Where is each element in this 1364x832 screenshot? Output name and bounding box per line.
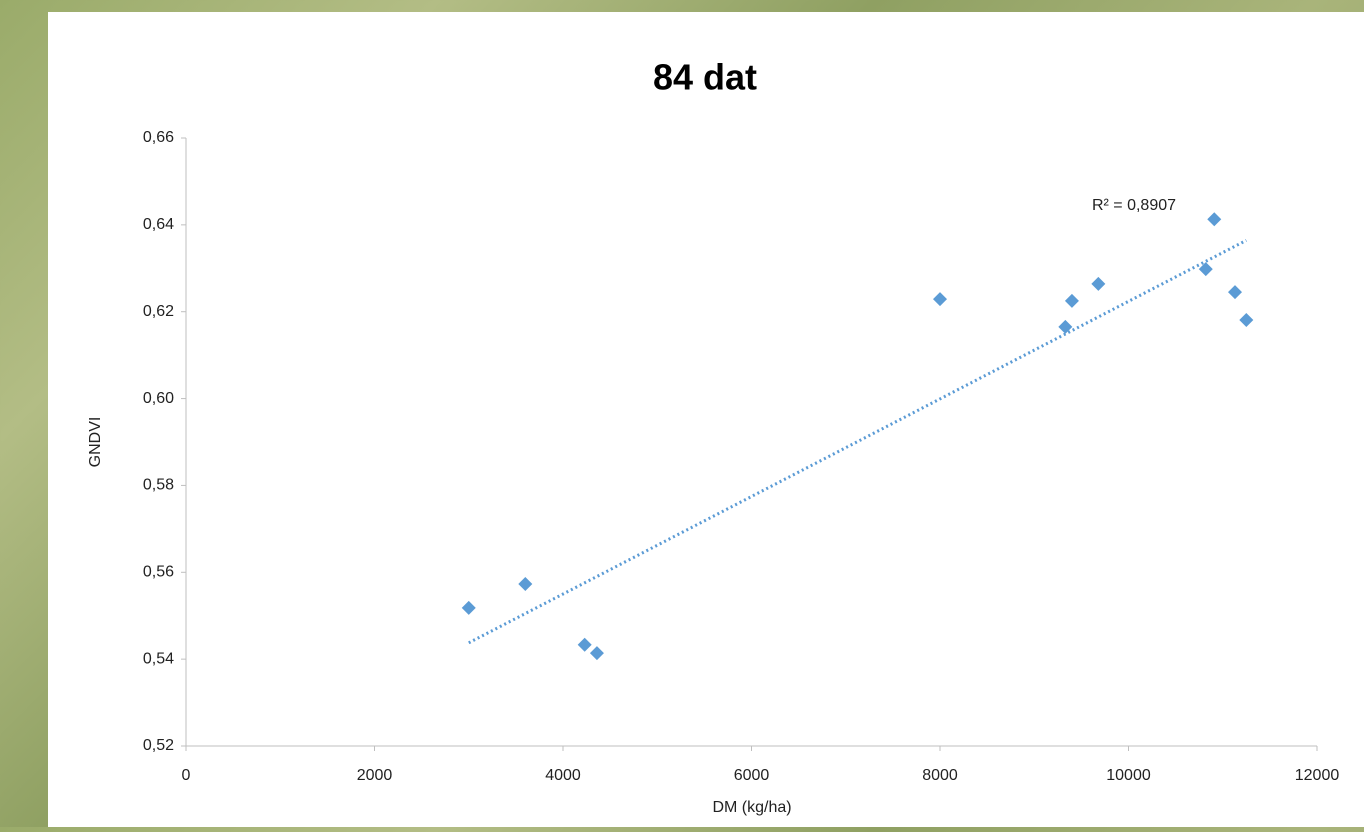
y-tick-label: 0,52 [143, 737, 174, 754]
y-tick-label: 0,64 [143, 216, 174, 233]
y-tick-label: 0,54 [143, 650, 174, 667]
y-axis-label: GNDVI [87, 417, 104, 468]
x-tick-label: 8000 [922, 767, 958, 784]
x-axis-label: DM (kg/ha) [712, 799, 791, 816]
chart-panel [48, 12, 1364, 827]
y-tick-label: 0,66 [143, 129, 174, 146]
chart: 84 dat DM (kg/ha) GNDVI R² = 0,8907 0,52… [0, 0, 1364, 827]
x-tick-label: 4000 [545, 767, 581, 784]
x-tick-label: 0 [182, 767, 191, 784]
annotation: R² = 0,8907 [1092, 197, 1176, 214]
y-tick-label: 0,58 [143, 477, 174, 494]
page: 84 dat DM (kg/ha) GNDVI R² = 0,8907 0,52… [0, 0, 1364, 827]
x-tick-label: 6000 [734, 767, 770, 784]
chart-title: 84 dat [653, 57, 757, 98]
x-tick-label: 2000 [357, 767, 393, 784]
x-tick-label: 10000 [1106, 767, 1151, 784]
y-tick-label: 0,62 [143, 303, 174, 320]
x-tick-label: 12000 [1295, 767, 1340, 784]
y-tick-label: 0,56 [143, 564, 174, 581]
y-tick-label: 0,60 [143, 390, 174, 407]
